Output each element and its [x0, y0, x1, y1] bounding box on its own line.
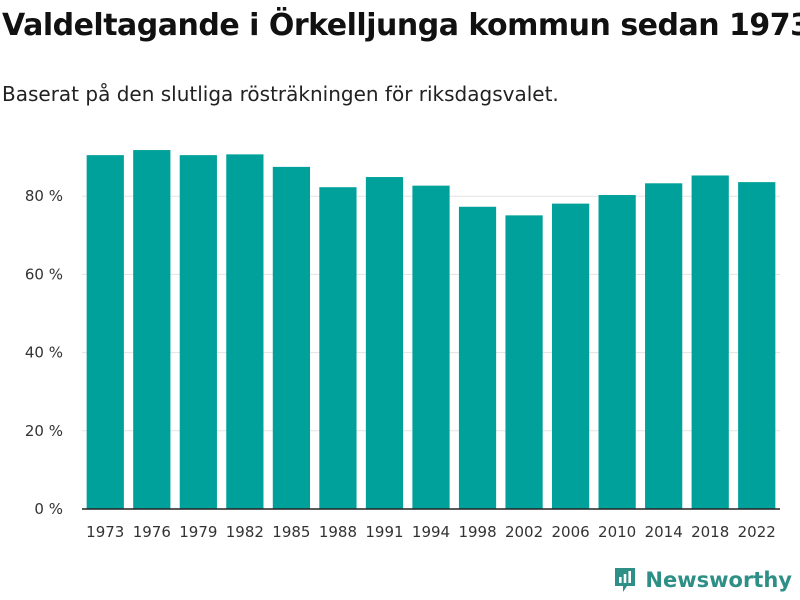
newsworthy-logo-icon: [615, 568, 636, 592]
bar-1994: [412, 185, 450, 509]
bar-1973: [86, 155, 124, 509]
x-tick-label: 1979: [179, 523, 217, 541]
bar-1982: [226, 154, 264, 509]
x-tick-label: 2022: [738, 523, 776, 541]
x-tick-label: 1985: [272, 523, 310, 541]
bar-1998: [458, 206, 497, 509]
x-tick-label: 2006: [552, 523, 590, 541]
bar-1976: [133, 150, 171, 509]
brand-name: Newsworthy: [645, 568, 792, 592]
bar-2010: [598, 195, 636, 510]
x-tick-label: 1982: [226, 523, 264, 541]
y-tick-label: 0 %: [34, 500, 63, 518]
bars: [86, 150, 776, 510]
x-tick-label: 2010: [598, 523, 636, 541]
x-tick-label: 2014: [645, 523, 683, 541]
y-tick-label: 20 %: [25, 422, 63, 440]
bar-1985: [272, 166, 311, 509]
tick-labels: 0 % 20 % 40 % 60 % 80 % 1973 1976 1979 1982 1985 1…: [25, 187, 776, 541]
chart-subtitle: Baserat på den slutliga rösträkningen fö…: [2, 82, 559, 106]
chart-title: Valdeltagande i Örkelljunga kommun sedan…: [2, 8, 800, 43]
bar-1988: [319, 187, 357, 509]
y-tick-label: 40 %: [25, 344, 63, 362]
x-tick-label: 1998: [458, 523, 496, 541]
x-tick-label: 1976: [133, 523, 171, 541]
bar-2006: [551, 203, 590, 509]
bar-2022: [738, 182, 776, 509]
x-tick-label: 1991: [365, 523, 403, 541]
x-tick-label: 1988: [319, 523, 357, 541]
x-tick-label: 2002: [505, 523, 543, 541]
y-tick-label: 60 %: [25, 265, 63, 283]
x-tick-label: 1973: [86, 523, 124, 541]
bar-2018: [691, 175, 729, 510]
bar-1991: [365, 177, 404, 509]
bar-1979: [179, 155, 217, 509]
y-tick-label: 80 %: [25, 187, 63, 205]
bar-2014: [645, 183, 683, 509]
bar-2002: [505, 215, 543, 509]
x-tick-label: 1994: [412, 523, 450, 541]
newsworthy-logo: Newsworthy: [613, 566, 792, 594]
x-tick-label: 2018: [691, 523, 729, 541]
